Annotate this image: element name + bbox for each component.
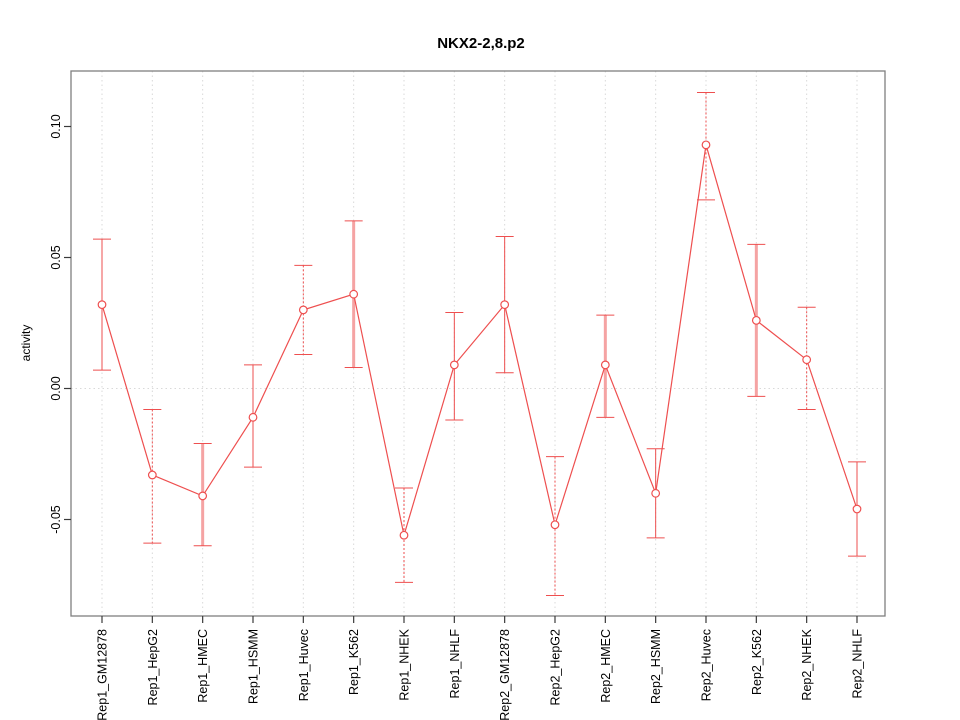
y-tick-label: 0.00 bbox=[49, 376, 63, 400]
data-point bbox=[751, 315, 761, 325]
x-tick-label: Rep2_Huvec bbox=[699, 629, 713, 701]
data-point bbox=[651, 488, 661, 498]
data-point bbox=[701, 140, 711, 150]
x-tick-label: Rep1_K562 bbox=[347, 629, 361, 695]
x-tick-label: Rep2_HepG2 bbox=[548, 629, 562, 705]
x-tick-label: Rep2_NHLF bbox=[850, 629, 864, 699]
chart-dynamic-layer: -0.05 0.00 0.05 0.10 Rep1_GM12878 Rep1_HepG2 R… bbox=[49, 70, 886, 720]
data-point bbox=[550, 520, 560, 530]
data-point bbox=[500, 300, 510, 310]
plot-frame bbox=[70, 70, 886, 617]
data-point bbox=[349, 289, 359, 299]
data-point bbox=[147, 470, 157, 480]
x-tick-label: Rep2_HSMM bbox=[649, 629, 663, 704]
x-tick-label: Rep1_Huvec bbox=[297, 629, 311, 701]
data-point bbox=[198, 491, 208, 501]
x-tick-label: Rep1_HMEC bbox=[196, 629, 210, 703]
data-point bbox=[248, 412, 258, 422]
data-point bbox=[802, 355, 812, 365]
chart-title: NKX2-2,8.p2 bbox=[437, 35, 525, 52]
data-point bbox=[449, 360, 459, 370]
data-point bbox=[399, 530, 409, 540]
x-tick-label: Rep1_HSMM bbox=[246, 629, 260, 704]
data-point bbox=[298, 305, 308, 315]
data-point bbox=[97, 300, 107, 310]
x-tick-label: Rep1_NHEK bbox=[397, 628, 411, 700]
x-tick-label: Rep2_GM12878 bbox=[498, 629, 512, 720]
series-line bbox=[101, 144, 858, 536]
x-tick-label: Rep2_HMEC bbox=[599, 629, 613, 703]
data-point bbox=[600, 360, 610, 370]
y-tick-label: 0.10 bbox=[49, 114, 63, 138]
x-tick-label: Rep1_HepG2 bbox=[146, 629, 160, 705]
data-point bbox=[852, 504, 862, 514]
x-tick-label: Rep2_NHEK bbox=[800, 628, 814, 700]
y-tick-label: 0.05 bbox=[49, 245, 63, 269]
y-tick-label: -0.05 bbox=[49, 505, 63, 534]
x-tick-label: Rep2_K562 bbox=[750, 629, 764, 695]
x-tick-label: Rep1_GM12878 bbox=[96, 629, 110, 720]
x-tick-label: Rep1_NHLF bbox=[448, 629, 462, 699]
y-axis-label: activity bbox=[19, 325, 33, 362]
